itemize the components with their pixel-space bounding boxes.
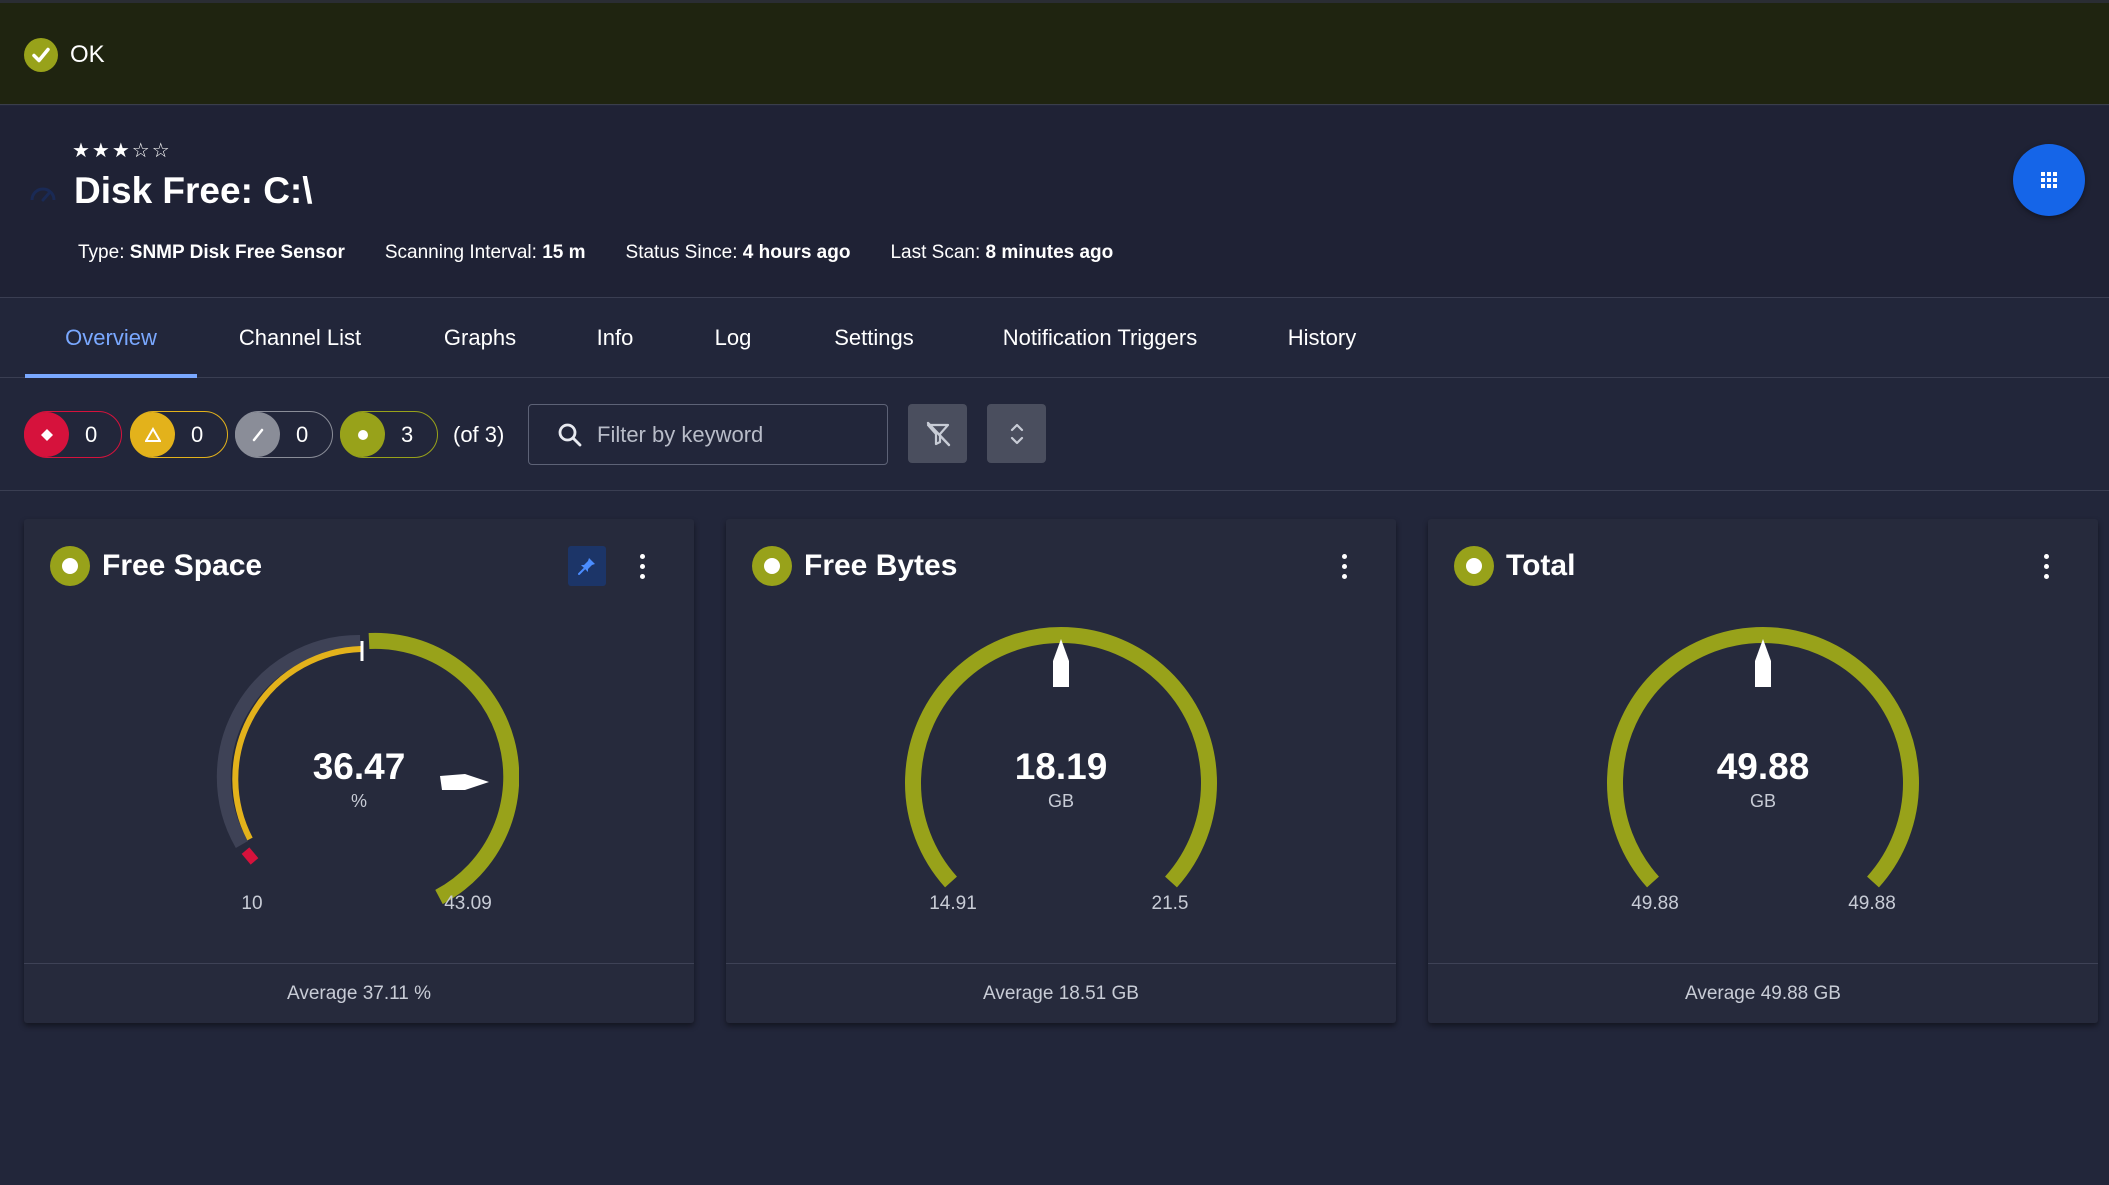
sensor-type-icon [30, 187, 56, 202]
more-options-icon[interactable] [1334, 547, 1354, 585]
channel-unit: % [350, 791, 367, 811]
up-status-icon [50, 546, 90, 586]
channel-average: Average 49.88 GB [1428, 963, 2098, 1023]
meta-since: Status Since: 4 hours ago [626, 242, 851, 264]
tab-settings[interactable]: Settings [834, 325, 914, 350]
apps-menu-button[interactable] [2013, 144, 2085, 216]
pin-icon [578, 558, 595, 575]
tab-notification-triggers[interactable]: Notification Triggers [1002, 325, 1198, 350]
channel-value: 18.19 [1014, 746, 1108, 787]
down-count: 0 [85, 421, 98, 447]
more-options-icon[interactable] [632, 547, 652, 585]
channel-card-total: Total 49.88 GB 49.88 49.88 Average 49.88… [1428, 519, 2098, 1023]
filter-down-pill[interactable]: 0 [24, 411, 122, 458]
grid-icon [2041, 172, 2057, 188]
tab-bar: Overview Channel List Graphs Info Log Se… [0, 298, 2109, 378]
search-input[interactable] [597, 421, 877, 448]
up-status-icon [340, 412, 385, 457]
filter-off-icon [926, 421, 950, 446]
meta-scan-value: 8 minutes ago [985, 242, 1114, 263]
tab-log[interactable]: Log [714, 325, 752, 350]
meta-since-label: Status Since: [625, 242, 738, 263]
tab-info[interactable]: Info [596, 325, 634, 350]
gauge-min-label: 49.88 [1631, 893, 1679, 914]
status-bar: OK [0, 0, 2109, 105]
channel-value: 36.47 [312, 746, 406, 787]
meta-scan-label: Last Scan: [890, 242, 981, 263]
paused-count: 0 [296, 421, 309, 447]
search-box[interactable] [528, 404, 888, 465]
tab-graphs[interactable]: Graphs [443, 325, 517, 350]
sensor-meta: Type: SNMP Disk Free Sensor Scanning Int… [78, 242, 1113, 264]
meta-type: Type: SNMP Disk Free Sensor [78, 242, 345, 264]
gauge-max-label: 43.09 [444, 893, 492, 914]
channel-title: Free Bytes [804, 549, 958, 582]
channel-unit: GB [1047, 791, 1074, 811]
channel-card-free-bytes: Free Bytes 18.19 GB 14.91 21.5 Average 1… [726, 519, 1396, 1023]
filter-up-pill[interactable]: 3 [340, 411, 438, 458]
gauge-free-bytes [905, 626, 1217, 888]
gauge-min-label: 10 [241, 893, 263, 914]
channel-average: Average 18.51 GB [726, 963, 1396, 1023]
warning-status-icon [130, 412, 175, 457]
gauge-total [1607, 626, 1919, 888]
filter-toolbar: 0 0 0 3 (of 3) [0, 379, 2109, 491]
unfold-icon [1010, 423, 1023, 444]
gauge-free-space [216, 632, 519, 905]
paused-status-icon [235, 412, 280, 457]
expand-collapse-button[interactable] [987, 404, 1046, 463]
channel-unit: GB [1749, 791, 1776, 811]
page-title: Disk Free: C:\ [74, 170, 313, 211]
meta-since-value: 4 hours ago [742, 242, 851, 263]
up-count: 3 [401, 421, 414, 447]
meta-last-scan: Last Scan: 8 minutes ago [890, 242, 1113, 264]
channel-card-free-space: Free Space 36.47 % 10 43.09 Average 37.1… [24, 519, 694, 1023]
pin-button[interactable] [568, 546, 606, 586]
meta-interval-label: Scanning Interval: [384, 242, 537, 263]
channel-title: Free Space [102, 549, 263, 582]
more-options-icon[interactable] [2036, 547, 2056, 585]
filter-warning-pill[interactable]: 0 [130, 411, 228, 458]
tab-overview[interactable]: Overview [25, 298, 197, 378]
sensor-header: ★★★☆☆ Disk Free: C:\ Type: SNMP Disk Fre… [0, 106, 2109, 298]
filter-paused-pill[interactable]: 0 [235, 411, 333, 458]
channel-average: Average 37.11 % [24, 963, 694, 1023]
up-status-icon [752, 546, 792, 586]
down-status-icon [24, 412, 69, 457]
check-icon [24, 38, 58, 72]
meta-type-value: SNMP Disk Free Sensor [129, 242, 345, 263]
status-text: OK [70, 41, 105, 68]
tab-channel-list[interactable]: Channel List [238, 325, 362, 350]
clear-filter-button[interactable] [908, 404, 967, 463]
meta-type-label: Type: [78, 242, 125, 263]
gauge-max-label: 21.5 [1151, 893, 1189, 914]
gauge-max-label: 49.88 [1848, 893, 1896, 914]
meta-interval: Scanning Interval: 15 m [385, 242, 586, 264]
warning-count: 0 [191, 421, 204, 447]
tab-history[interactable]: History [1287, 325, 1357, 350]
priority-stars[interactable]: ★★★☆☆ [72, 140, 172, 162]
search-icon [558, 423, 582, 446]
channel-value: 49.88 [1716, 746, 1810, 787]
meta-interval-value: 15 m [542, 242, 586, 263]
total-count: (of 3) [453, 422, 505, 447]
channel-title: Total [1506, 549, 1576, 582]
up-status-icon [1454, 546, 1494, 586]
gauge-min-label: 14.91 [929, 893, 977, 914]
